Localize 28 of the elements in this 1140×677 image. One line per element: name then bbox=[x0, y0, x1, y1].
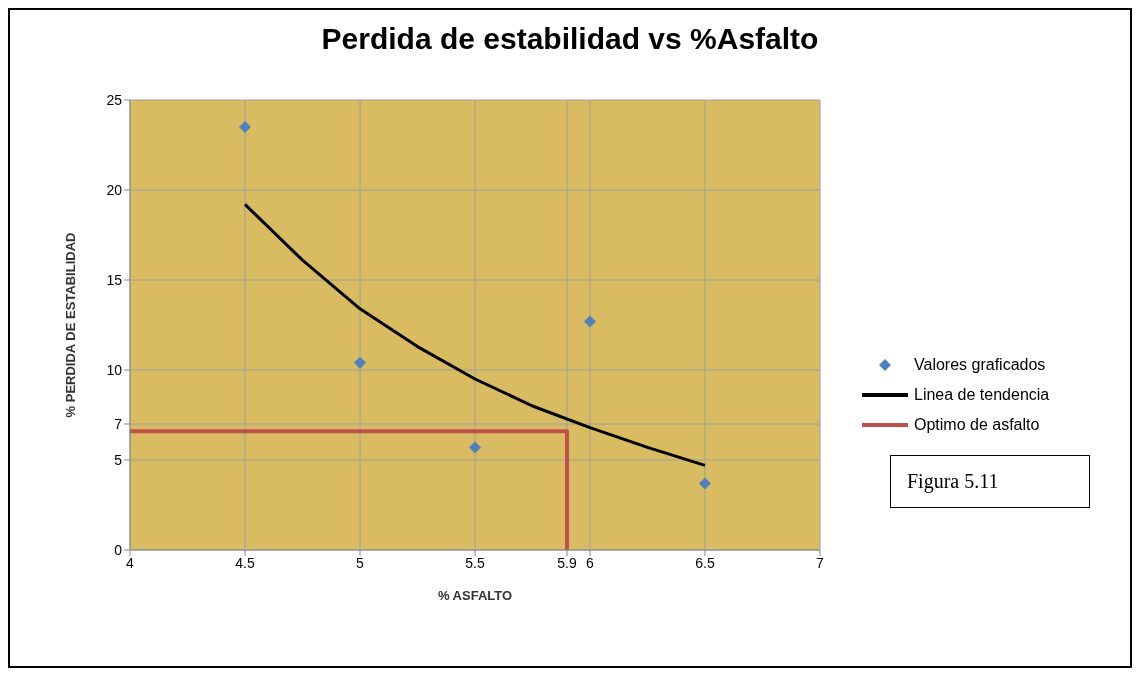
x-tick-label: 6.5 bbox=[695, 554, 715, 571]
y-tick-label: 25 bbox=[106, 91, 123, 108]
x-tick-label: 7 bbox=[816, 554, 825, 571]
x-tick-label: 5.9 bbox=[557, 554, 577, 571]
point bbox=[354, 356, 366, 369]
text: Figura 5.11 bbox=[890, 455, 1090, 508]
y-tick-label: 15 bbox=[106, 271, 123, 288]
x-tick-label: 4.5 bbox=[235, 554, 255, 571]
x-axis-title: % ASFALTO bbox=[437, 588, 513, 603]
y-tick-label: 10 bbox=[106, 361, 123, 378]
x-tick-label: 4 bbox=[126, 554, 135, 571]
y-tick-label: 5 bbox=[114, 451, 123, 468]
x-tick-label: 6 bbox=[586, 554, 595, 571]
x-tick-label: 5.5 bbox=[465, 554, 485, 571]
chart-title: Perdida de estabilidad vs %Asfalto bbox=[320, 22, 820, 56]
legend-label: Optimo de asfalto bbox=[914, 416, 1040, 434]
y-tick-label: 20 bbox=[106, 181, 123, 198]
point bbox=[239, 121, 251, 133]
legend-label: Valores graficados bbox=[914, 356, 1046, 374]
point bbox=[584, 315, 596, 328]
y-tick-label: 7 bbox=[114, 415, 123, 432]
legend-label: Linea de tendencia bbox=[914, 386, 1050, 404]
line-series bbox=[243, 202, 707, 467]
point bbox=[469, 441, 481, 454]
y-axis-title: % PERDIDA DE ESTABILIDAD bbox=[62, 232, 78, 418]
x-tick-label: 5 bbox=[356, 554, 365, 571]
point bbox=[699, 477, 711, 490]
y-tick-label: 0 bbox=[114, 541, 123, 558]
